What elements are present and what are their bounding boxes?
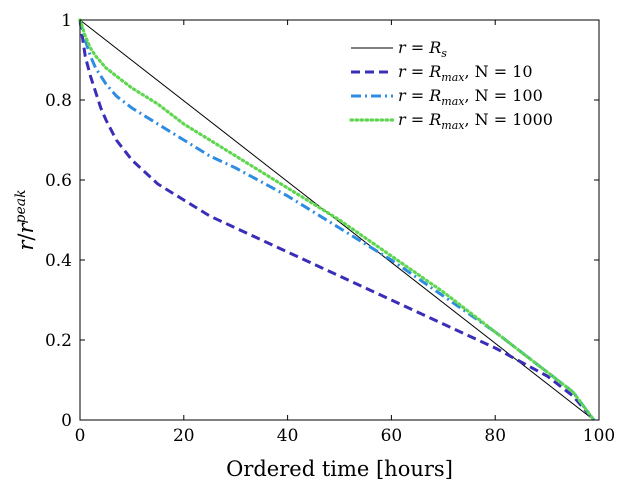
x-axis-title: Ordered time [hours] xyxy=(226,457,453,481)
y-tick-label: 0.4 xyxy=(45,251,72,271)
y-axis-title: r/rpeak xyxy=(13,189,38,250)
series-line-2 xyxy=(78,19,595,421)
plot-series xyxy=(78,18,596,422)
x-tick-label: 0 xyxy=(75,426,86,446)
axis-ticks: 0 20 40 60 80 100 0 0.2 0.4 0.6 0.8 1 xyxy=(45,11,615,446)
y-axis-title-slash: / xyxy=(14,233,38,241)
y-tick-label: 1 xyxy=(61,11,72,31)
y-axis-title-rpeak: r xyxy=(14,222,38,234)
y-axis-title-superscript: peak xyxy=(13,189,29,223)
y-tick-label: 0.6 xyxy=(45,171,72,191)
y-tick-label: 0.8 xyxy=(45,91,72,111)
series-line-4 xyxy=(78,18,596,422)
y-axis-title-r: r xyxy=(14,239,38,251)
x-tick-label: 100 xyxy=(583,426,615,446)
plot-frame xyxy=(79,19,600,421)
x-tick-label: 60 xyxy=(381,426,403,446)
legend-label-2: r = Rmax, N = 10 xyxy=(398,62,533,84)
legend: r = Rsr = Rmax, N = 10r = Rmax, N = 100r… xyxy=(349,38,553,132)
x-tick-label: 20 xyxy=(173,426,195,446)
y-tick-label: 0 xyxy=(61,411,72,431)
x-tick-label: 40 xyxy=(277,426,299,446)
legend-label-3: r = Rmax, N = 100 xyxy=(398,86,543,108)
legend-label-1: r = Rs xyxy=(398,38,447,60)
x-tick-label: 80 xyxy=(484,426,506,446)
y-tick-label: 0.2 xyxy=(45,331,72,351)
legend-label-4: r = Rmax, N = 1000 xyxy=(398,110,553,132)
